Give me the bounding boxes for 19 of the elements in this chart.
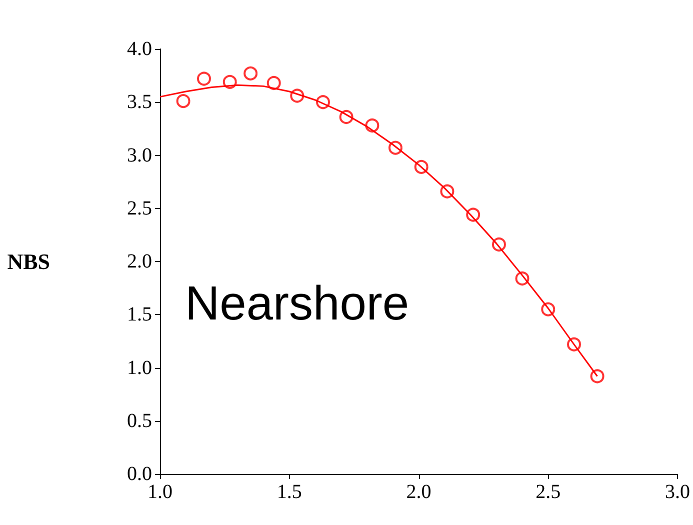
point: [176, 94, 190, 108]
point: [266, 76, 281, 90]
y-tick-label: 2.0: [127, 250, 152, 272]
y-axis-title: NBS: [7, 249, 50, 274]
y-tick-label: 2.5: [127, 197, 152, 220]
x-tick-label: 3.0: [665, 481, 690, 503]
y-tick-label: 3.0: [127, 144, 152, 166]
y-tick-label: 3.5: [127, 91, 152, 114]
point: [244, 66, 258, 80]
point: [197, 72, 211, 86]
y-tick-label: 0.5: [127, 410, 152, 432]
point: [590, 369, 604, 384]
x-tick-label: 2.0: [406, 481, 432, 503]
x-tick-label: 2.5: [536, 481, 561, 503]
y-tick-label: 1.0: [127, 356, 152, 379]
annotation: Nearshore: [185, 278, 410, 330]
y-tick-label: 4.0: [127, 38, 152, 60]
y-tick-label: 1.5: [127, 304, 152, 326]
x-tick-label: 1.5: [276, 481, 302, 503]
